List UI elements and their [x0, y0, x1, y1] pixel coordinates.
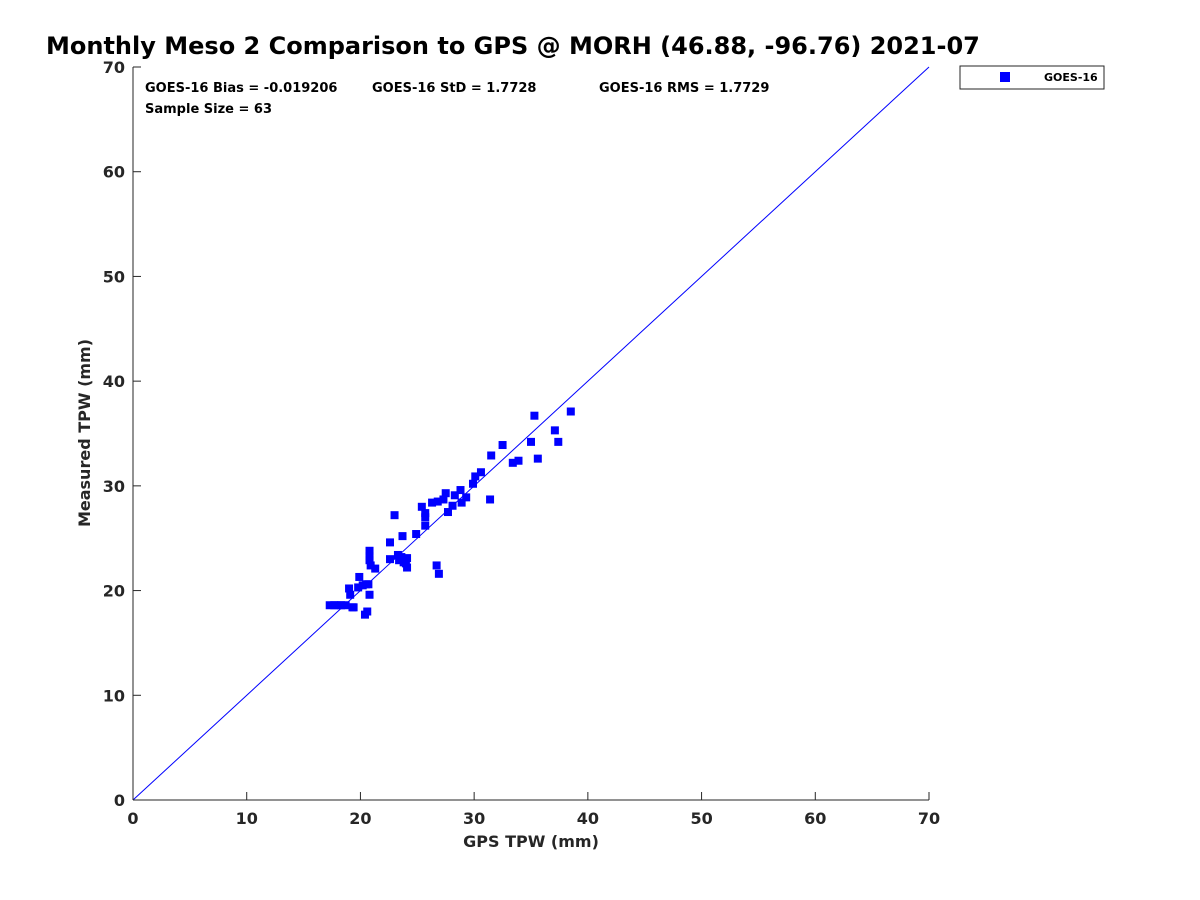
data-point	[421, 521, 430, 530]
data-point	[533, 454, 542, 463]
data-point	[530, 411, 539, 420]
data-point	[434, 569, 443, 578]
legend-entry-label: GOES-16	[1044, 71, 1098, 84]
y-tick-label: 10	[103, 686, 125, 705]
data-point	[550, 426, 559, 435]
data-point	[469, 479, 478, 488]
data-point	[366, 561, 375, 570]
data-point	[462, 493, 471, 502]
x-tick-label: 40	[577, 809, 599, 828]
x-axis-ticks: 0 10 20 30 40 50 60 70	[127, 792, 940, 828]
data-point	[349, 603, 358, 612]
reference-line-1to1	[132, 66, 930, 801]
data-point	[355, 572, 364, 581]
data-point	[341, 601, 350, 610]
x-tick-label: 60	[804, 809, 826, 828]
y-axis-ticks: 0 10 20 30 40 50 60 70	[103, 58, 141, 810]
x-tick-label: 50	[690, 809, 712, 828]
x-tick-label: 10	[236, 809, 258, 828]
data-point	[390, 511, 399, 520]
data-point	[421, 513, 430, 522]
y-tick-label: 20	[103, 582, 125, 601]
y-tick-label: 60	[103, 163, 125, 182]
data-point	[417, 502, 426, 511]
x-tick-label: 20	[349, 809, 371, 828]
data-point	[354, 583, 363, 592]
x-tick-label: 70	[918, 809, 940, 828]
data-point	[448, 501, 457, 510]
data-point	[403, 563, 412, 572]
stat-std: GOES-16 StD = 1.7728	[372, 81, 536, 96]
data-point	[365, 556, 374, 565]
data-point	[363, 607, 372, 616]
legend-marker-square	[1000, 72, 1010, 82]
y-tick-label: 50	[103, 267, 125, 286]
points-layer	[325, 407, 575, 619]
data-point	[345, 584, 354, 593]
data-point	[457, 498, 466, 507]
data-point	[365, 590, 374, 599]
data-point	[566, 407, 575, 416]
stat-bias: GOES-16 Bias = -0.019206	[145, 81, 337, 96]
data-point	[337, 601, 346, 610]
data-point	[456, 486, 465, 495]
data-point	[398, 532, 407, 541]
stat-rms: GOES-16 RMS = 1.7729	[599, 81, 769, 96]
data-point	[486, 495, 495, 504]
data-point	[346, 590, 355, 599]
legend-box	[959, 65, 1105, 90]
data-point	[365, 546, 374, 555]
data-point	[514, 456, 523, 465]
data-point	[433, 497, 442, 506]
data-point	[498, 441, 507, 450]
data-point	[365, 552, 374, 561]
x-tick-label: 30	[463, 809, 485, 828]
data-point	[487, 451, 496, 460]
chart-title: Monthly Meso 2 Comparison to GPS @ MORH …	[46, 32, 980, 60]
y-axis-label: Measured TPW (mm)	[75, 339, 94, 527]
data-point	[527, 437, 535, 446]
data-point	[364, 580, 373, 589]
data-point	[385, 538, 394, 547]
data-point	[471, 472, 480, 481]
data-point	[441, 489, 450, 498]
x-axis-label: GPS TPW (mm)	[463, 832, 599, 851]
data-point	[412, 530, 421, 539]
legend: GOES-16	[959, 65, 1105, 90]
data-point	[397, 553, 406, 562]
data-point	[443, 508, 452, 517]
y-tick-label: 30	[103, 477, 125, 496]
data-point	[554, 437, 563, 446]
data-point	[325, 601, 334, 610]
y-tick-label: 40	[103, 372, 125, 391]
data-point	[508, 458, 517, 467]
data-point	[432, 561, 441, 570]
stat-sample-size: Sample Size = 63	[145, 102, 272, 117]
x-tick-label: 0	[127, 809, 138, 828]
data-point	[401, 559, 410, 568]
data-point	[450, 491, 459, 500]
data-point	[439, 495, 448, 504]
data-point	[428, 498, 437, 507]
data-point	[403, 554, 412, 563]
data-point	[476, 468, 485, 477]
data-point	[385, 555, 394, 564]
data-point	[421, 509, 430, 518]
y-tick-label: 70	[103, 58, 125, 77]
y-tick-label: 0	[114, 791, 125, 810]
data-point	[371, 564, 380, 573]
